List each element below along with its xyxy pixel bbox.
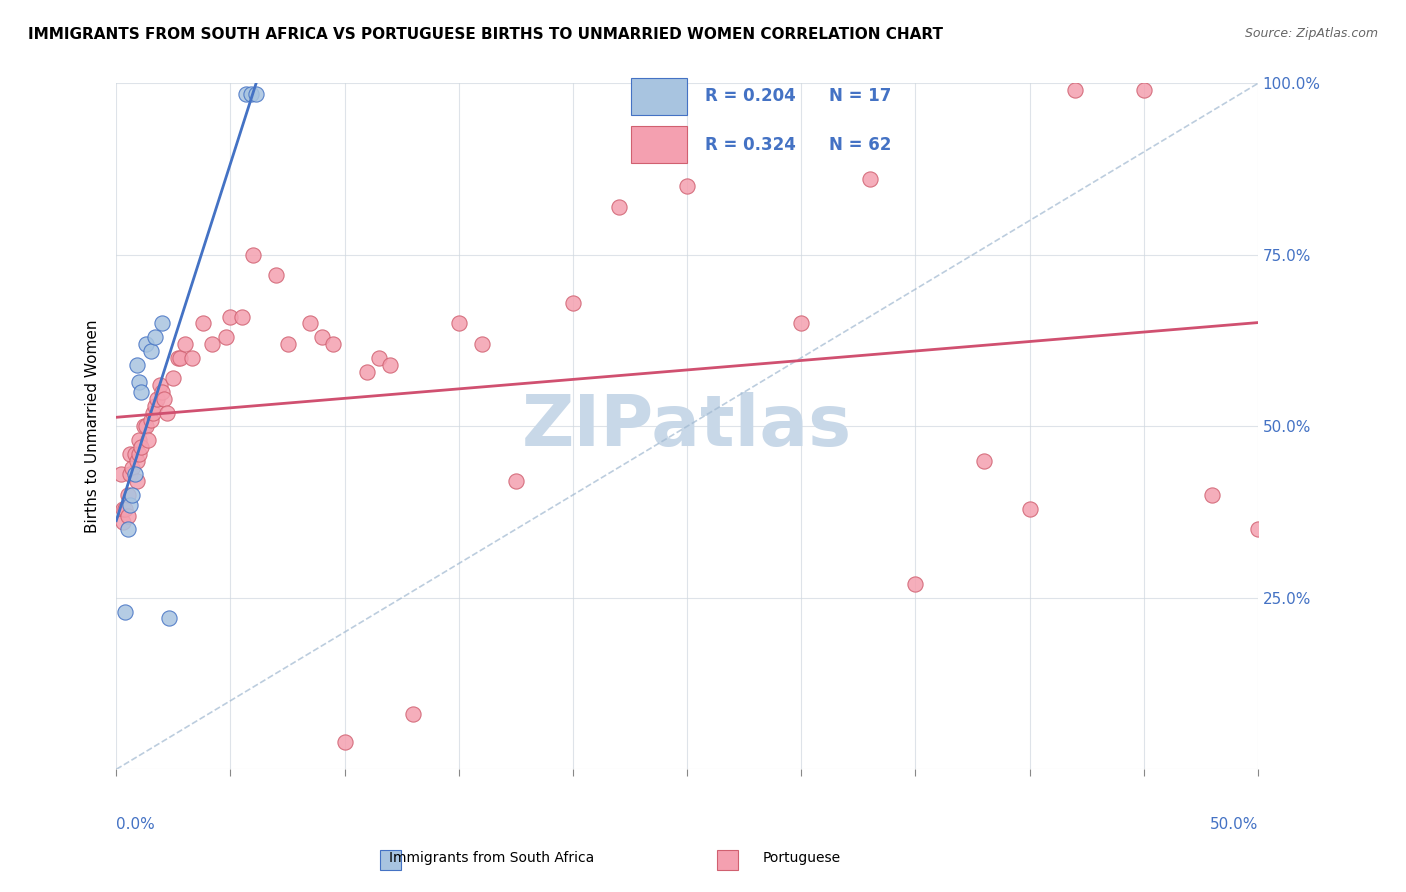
Text: R = 0.204: R = 0.204: [706, 87, 796, 105]
Point: [125, 475, 148, 489]
Text: 0.0%: 0.0%: [117, 817, 155, 832]
Point: [380, 358, 402, 372]
Text: N = 62: N = 62: [830, 136, 891, 153]
Point: [139, 412, 162, 426]
Point: [117, 522, 139, 536]
Point: [231, 310, 253, 324]
Point: [191, 317, 214, 331]
Text: Source: ZipAtlas.com: Source: ZipAtlas.com: [1244, 27, 1378, 40]
Point: [143, 330, 166, 344]
Point: [118, 498, 141, 512]
Point: [136, 433, 159, 447]
Point: [1201, 488, 1223, 502]
Point: [128, 447, 150, 461]
Text: ZIPatlas: ZIPatlas: [522, 392, 852, 461]
Point: [143, 399, 166, 413]
Point: [299, 317, 322, 331]
Point: [125, 453, 148, 467]
Point: [112, 501, 135, 516]
Point: [219, 310, 242, 324]
Point: [112, 516, 135, 530]
Point: [201, 337, 224, 351]
Point: [157, 611, 180, 625]
Point: [114, 605, 136, 619]
Point: [139, 343, 162, 358]
Point: [311, 330, 333, 344]
Point: [264, 268, 287, 283]
FancyBboxPatch shape: [631, 127, 686, 163]
Point: [322, 337, 344, 351]
Point: [505, 475, 527, 489]
Point: [155, 406, 177, 420]
Point: [131, 385, 153, 400]
Point: [790, 317, 813, 331]
Point: [153, 392, 176, 406]
Point: [447, 317, 470, 331]
Point: [245, 87, 267, 101]
Point: [162, 371, 184, 385]
Point: [117, 488, 139, 502]
Point: [118, 467, 141, 482]
Point: [114, 501, 136, 516]
Point: [135, 337, 157, 351]
Point: [121, 488, 143, 502]
Text: 50.0%: 50.0%: [1209, 817, 1258, 832]
FancyBboxPatch shape: [631, 78, 686, 115]
Point: [356, 364, 378, 378]
Point: [1132, 83, 1154, 97]
Point: [169, 351, 191, 365]
Point: [131, 440, 153, 454]
Point: [121, 460, 143, 475]
Point: [859, 172, 882, 186]
Point: [1247, 522, 1270, 536]
Point: [367, 351, 389, 365]
Point: [132, 419, 155, 434]
Point: [1018, 501, 1040, 516]
Point: [561, 296, 583, 310]
Point: [973, 453, 995, 467]
Point: [235, 87, 257, 101]
Text: Portuguese: Portuguese: [762, 851, 841, 865]
Point: [149, 378, 172, 392]
Point: [124, 447, 146, 461]
Point: [167, 351, 190, 365]
Text: N = 17: N = 17: [830, 87, 891, 105]
Point: [173, 337, 195, 351]
Point: [128, 375, 150, 389]
Point: [242, 248, 264, 262]
Point: [117, 508, 139, 523]
Text: Immigrants from South Africa: Immigrants from South Africa: [389, 851, 595, 865]
Point: [276, 337, 298, 351]
Point: [118, 447, 141, 461]
Point: [402, 707, 425, 722]
Point: [150, 317, 173, 331]
Point: [128, 433, 150, 447]
Point: [135, 419, 157, 434]
Point: [471, 337, 494, 351]
Point: [142, 406, 165, 420]
Point: [676, 179, 699, 194]
Point: [240, 87, 263, 101]
Point: [215, 330, 238, 344]
Y-axis label: Births to Unmarried Women: Births to Unmarried Women: [86, 319, 100, 533]
Point: [333, 735, 356, 749]
Point: [904, 577, 927, 591]
Point: [110, 467, 132, 482]
Text: R = 0.324: R = 0.324: [706, 136, 796, 153]
Point: [124, 467, 146, 482]
Point: [180, 351, 202, 365]
Point: [607, 200, 630, 214]
Point: [146, 392, 169, 406]
Text: IMMIGRANTS FROM SOUTH AFRICA VS PORTUGUESE BIRTHS TO UNMARRIED WOMEN CORRELATION: IMMIGRANTS FROM SOUTH AFRICA VS PORTUGUE…: [28, 27, 943, 42]
Point: [1064, 83, 1087, 97]
Point: [150, 385, 173, 400]
Point: [125, 358, 148, 372]
